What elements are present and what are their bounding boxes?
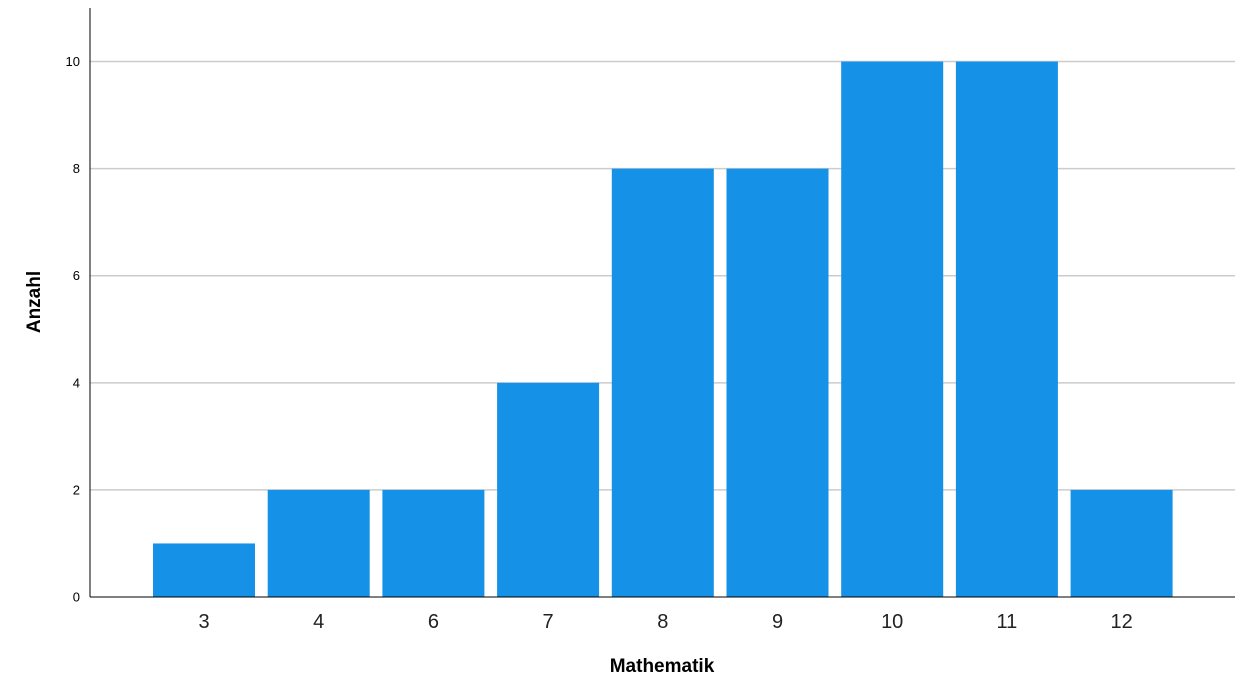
bars — [153, 61, 1173, 598]
x-tick-label: 12 — [1110, 611, 1132, 633]
bar-3 — [153, 543, 255, 597]
bar-11 — [955, 61, 1058, 597]
bar-9 — [726, 168, 829, 598]
y-tick-label: 4 — [73, 375, 80, 390]
x-tick-labels: 3 4 6 7 8 9 10 11 12 — [198, 611, 1132, 633]
x-tick-label: 7 — [543, 611, 554, 633]
bar-4 — [267, 489, 370, 597]
x-tick-label: 3 — [198, 611, 209, 633]
bar-6 — [382, 489, 485, 597]
bar-10 — [841, 61, 944, 597]
y-tick-label: 2 — [73, 482, 80, 497]
axes — [89, 8, 1235, 598]
bar-7 — [497, 382, 600, 597]
y-axis-title: Anzahl — [24, 271, 45, 333]
x-tick-label: 4 — [313, 611, 324, 633]
y-tick-labels: 0 2 4 6 8 10 — [66, 54, 80, 604]
x-tick-label: 8 — [657, 611, 668, 633]
bar-12 — [1070, 489, 1173, 597]
y-tick-label: 6 — [73, 268, 80, 283]
y-tick-label: 8 — [73, 161, 80, 176]
x-tick-label: 10 — [881, 611, 903, 633]
bar-8 — [611, 168, 714, 598]
x-tick-label: 11 — [997, 611, 1018, 633]
x-axis-title: Mathematik — [610, 656, 715, 677]
y-tick-label: 10 — [66, 54, 80, 69]
y-tick-label: 0 — [73, 590, 80, 605]
x-tick-label: 6 — [428, 611, 439, 633]
x-tick-label: 9 — [772, 611, 783, 633]
